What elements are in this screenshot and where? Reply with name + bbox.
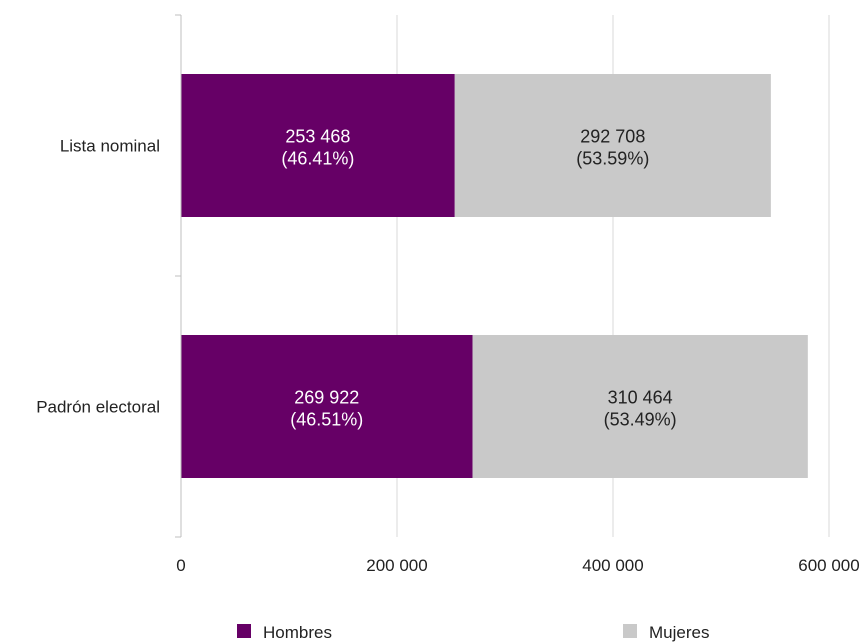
category-labels: Lista nominal Padrón electoral: [36, 137, 160, 417]
bar-value-label: 310 464: [608, 388, 673, 408]
bar-hombres-1: [181, 335, 473, 478]
x-tick-labels: 0 200 000 400 000 600 000: [176, 556, 859, 575]
bar-value-labels: 253 468(46.41%) 292 708(53.59%) 269 922(46…: [281, 127, 676, 430]
bar-percent-label: (46.41%): [281, 149, 354, 169]
x-tick-label: 600 000: [798, 556, 859, 575]
legend-label-mujeres: Mujeres: [649, 623, 709, 642]
bars: [181, 74, 808, 478]
bar-percent-label: (46.51%): [290, 410, 363, 430]
legend-label-hombres: Hombres: [263, 623, 332, 642]
legend: Hombres Mujeres: [237, 623, 709, 642]
bar-value-label: 292 708: [580, 127, 645, 147]
bar-percent-label: (53.59%): [576, 149, 649, 169]
bar-hombres-0: [181, 74, 455, 217]
category-label: Padrón electoral: [36, 398, 160, 417]
legend-swatch-mujeres: [623, 624, 637, 638]
legend-swatch-hombres: [237, 624, 251, 638]
x-tick-label: 400 000: [582, 556, 643, 575]
axes: [175, 14, 182, 538]
bar-mujeres-0: [454, 74, 771, 217]
x-tick-label: 0: [176, 556, 185, 575]
category-label: Lista nominal: [60, 137, 160, 156]
bar-value-label: 253 468: [285, 127, 350, 147]
bar-percent-label: (53.49%): [604, 410, 677, 430]
bar-mujeres-1: [472, 335, 808, 478]
bar-value-label: 269 922: [294, 388, 359, 408]
x-tick-label: 200 000: [366, 556, 427, 575]
